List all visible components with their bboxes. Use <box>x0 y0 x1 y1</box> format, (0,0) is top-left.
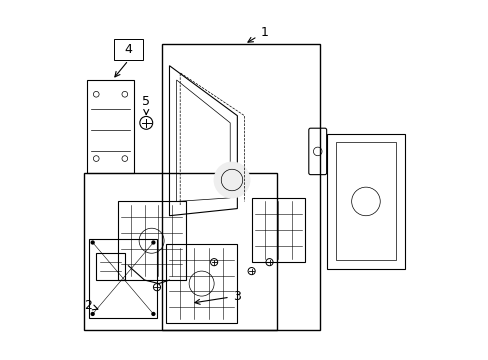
Circle shape <box>90 240 95 245</box>
Bar <box>96 253 124 280</box>
Text: 4: 4 <box>124 43 132 56</box>
Bar <box>118 202 185 280</box>
Text: 1: 1 <box>247 26 267 42</box>
Bar <box>251 198 305 262</box>
Bar <box>87 80 134 173</box>
Bar <box>114 39 142 60</box>
Circle shape <box>151 240 155 245</box>
Circle shape <box>214 162 249 198</box>
Bar <box>326 134 405 269</box>
Bar <box>165 244 237 323</box>
Bar <box>89 239 157 318</box>
Bar <box>335 143 395 260</box>
Text: 3: 3 <box>195 289 240 304</box>
Circle shape <box>90 312 95 316</box>
Circle shape <box>151 312 155 316</box>
Text: 2: 2 <box>84 299 98 312</box>
Bar <box>83 173 276 330</box>
Text: 5: 5 <box>142 95 150 114</box>
Bar <box>162 44 319 330</box>
